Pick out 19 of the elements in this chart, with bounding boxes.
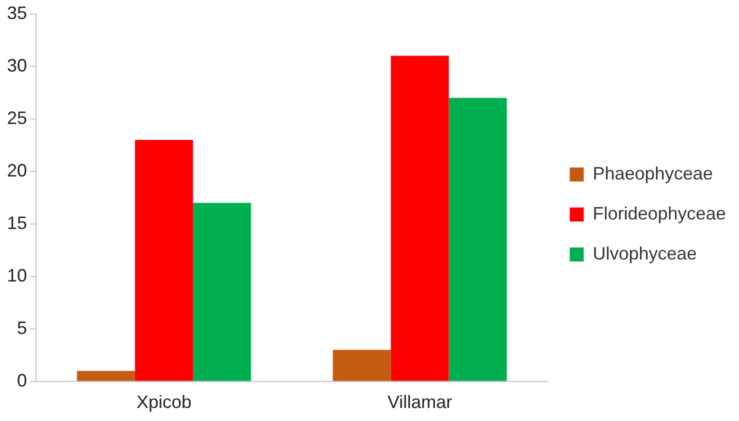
legend-label: Phaeophyceae — [592, 163, 713, 184]
y-tick-label: 5 — [17, 318, 28, 338]
bar — [332, 350, 391, 381]
legend-label: Florideophyceae — [592, 203, 726, 224]
bar — [390, 56, 449, 381]
y-tick-label: 30 — [6, 55, 28, 76]
bar — [192, 202, 251, 381]
y-tick-label: 25 — [6, 108, 28, 128]
legend-label: Ulvophyceae — [592, 243, 697, 264]
y-tick-label: 10 — [6, 265, 28, 286]
y-tick-label: 20 — [6, 160, 28, 180]
x-tick-label: Xpicob — [136, 392, 192, 412]
y-tick-label: 35 — [6, 2, 28, 23]
bar — [448, 98, 507, 381]
y-tick-label: 15 — [6, 212, 28, 233]
x-tick-label: Villamar — [387, 392, 452, 412]
bar — [134, 140, 193, 381]
y-tick-label: 0 — [17, 370, 28, 390]
bar — [76, 370, 135, 381]
